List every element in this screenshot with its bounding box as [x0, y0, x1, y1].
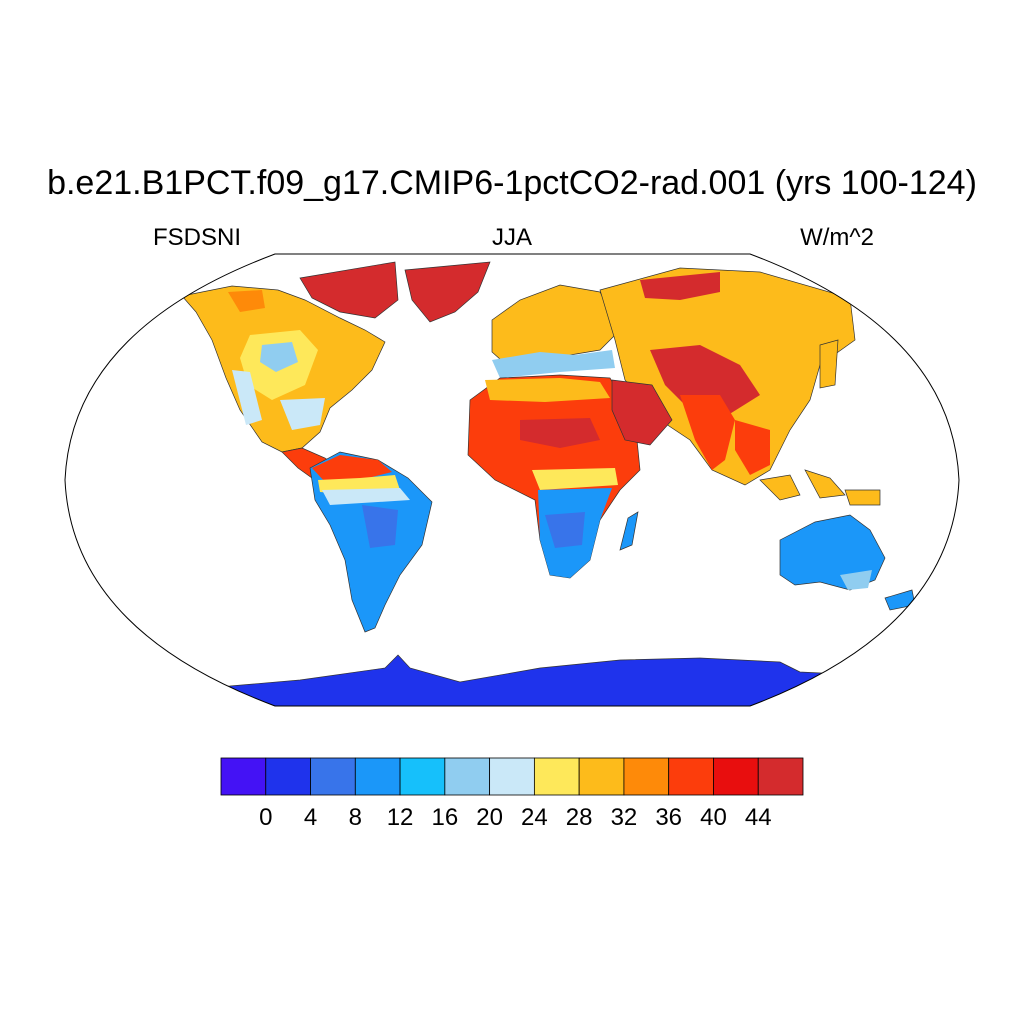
colorbar-box	[399, 757, 446, 796]
colorbar-box	[220, 757, 267, 796]
colorbar-tick-label: 28	[565, 804, 593, 831]
colorbar-tick-label: 40	[700, 804, 727, 831]
colorbar-box	[354, 757, 401, 796]
colorbar-tick-label: 0	[259, 804, 273, 831]
colorbar-tick-label: 4	[303, 804, 318, 831]
units-label: W/m^2	[800, 224, 874, 251]
colorbar-tick-label: 8	[348, 804, 362, 831]
colorbar-box	[533, 757, 580, 796]
colorbar-tick-label: 36	[655, 804, 683, 831]
colorbar-tick-label: 20	[476, 804, 503, 831]
season-label: JJA	[491, 224, 532, 251]
plot-title: b.e21.B1PCT.f09_g17.CMIP6-1pctCO2-rad.00…	[47, 164, 977, 202]
map-field	[65, 261, 959, 706]
arabia	[611, 379, 673, 446]
colorbar-tick-label: 32	[610, 804, 638, 831]
colorbar-box	[489, 757, 535, 796]
colorbar-box	[265, 757, 311, 796]
colorbar-tick-label: 12	[386, 804, 414, 831]
antarctica	[65, 654, 959, 706]
variable-label: FSDSNI	[153, 224, 242, 251]
colorbar-box	[578, 757, 625, 796]
colorbar-tick-label: 44	[744, 804, 772, 831]
colorbar-box	[444, 757, 491, 796]
colorbar-box	[668, 757, 714, 796]
colorbar-tick-label: 16	[431, 804, 459, 831]
colorbar-box	[310, 757, 356, 796]
australia	[779, 514, 886, 591]
colorbar-box	[623, 757, 670, 796]
canadian-arctic	[299, 261, 399, 319]
colorbar-tick-label: 24	[521, 804, 548, 831]
globe-outline	[64, 253, 960, 707]
greenland	[404, 261, 491, 323]
colorbar	[220, 757, 804, 796]
colorbar-box	[713, 757, 759, 796]
colorbar-box	[757, 757, 804, 796]
